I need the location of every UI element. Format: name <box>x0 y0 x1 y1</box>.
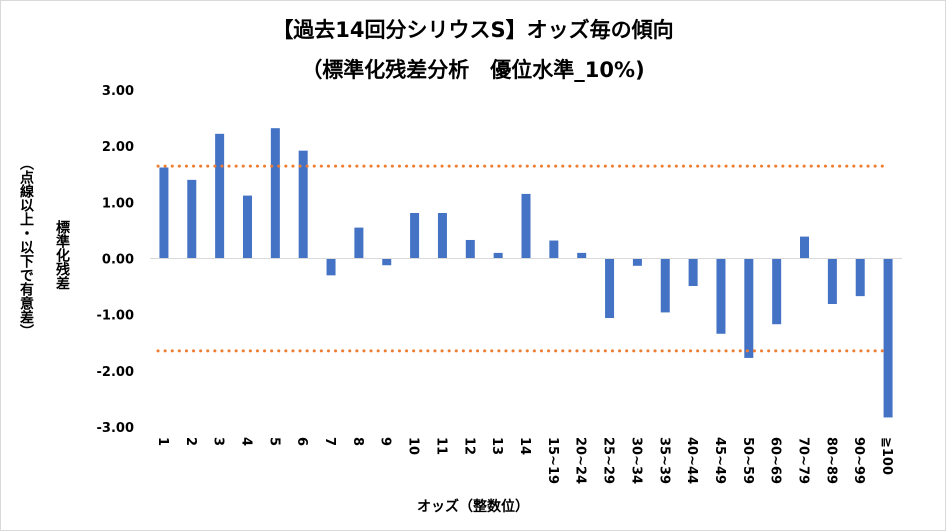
y-tick-label: -1.00 <box>97 309 134 324</box>
x-tick-label: 10 <box>406 437 421 455</box>
bar <box>187 179 197 259</box>
x-tick-label: 7 <box>322 437 337 446</box>
bar <box>159 167 169 259</box>
x-tick-label: 8 <box>350 437 365 446</box>
y-tick-label: 3.00 <box>102 84 134 99</box>
x-tick-label: 14 <box>517 437 532 455</box>
x-tick-label: 35~39 <box>656 437 671 484</box>
x-tick-label: 50~59 <box>740 437 755 484</box>
y-tick-label: 2.00 <box>102 140 134 155</box>
bar <box>716 258 726 334</box>
x-tick-label: 5 <box>266 437 281 446</box>
y-tick-label: 1.00 <box>102 196 134 211</box>
bar <box>660 258 670 313</box>
x-tick-label: 25~29 <box>601 437 616 484</box>
x-tick-label: 45~49 <box>712 437 727 484</box>
bar <box>298 150 308 259</box>
x-tick-label: 90~99 <box>851 437 866 484</box>
bar <box>688 258 698 287</box>
chart-subtitle: （標準化残差分析 優位水準_10%) <box>301 58 645 82</box>
x-tick-label: 6 <box>294 437 309 446</box>
bar <box>242 195 252 259</box>
bar <box>827 258 837 304</box>
x-tick-label: 30~34 <box>628 437 643 484</box>
x-tick-label: 40~44 <box>684 437 699 484</box>
bar <box>744 258 754 358</box>
x-axis-label: オッズ（整数位） <box>417 499 529 515</box>
x-tick-label: 9 <box>378 437 393 446</box>
x-tick-label: 11 <box>433 437 448 455</box>
x-tick-label: 80~89 <box>823 437 838 484</box>
bar <box>215 133 225 259</box>
x-tick-label: 2 <box>183 437 198 446</box>
x-tick-label: 12 <box>461 437 476 455</box>
bar <box>382 258 392 266</box>
bar <box>326 258 336 276</box>
bar <box>437 213 447 259</box>
bar <box>410 213 420 259</box>
bar <box>883 258 893 418</box>
y-axis-label: 標準化残差 <box>54 220 70 290</box>
y-tick-label: 0.00 <box>102 253 134 268</box>
bar <box>354 227 364 259</box>
x-tick-label: 1 <box>155 437 170 446</box>
bar <box>632 258 642 266</box>
x-tick-label: ≧100 <box>879 437 894 475</box>
x-tick-label: 70~79 <box>796 437 811 484</box>
x-tick-label: 4 <box>238 437 253 446</box>
bar <box>800 236 810 259</box>
bar <box>549 240 559 259</box>
bar <box>605 258 615 319</box>
x-tick-label: 13 <box>489 437 504 455</box>
bar <box>772 258 782 325</box>
bar <box>493 252 503 259</box>
x-tick-label: 3 <box>211 437 226 446</box>
bar <box>270 128 280 259</box>
bar <box>855 258 865 297</box>
y-tick-label: -3.00 <box>97 421 134 436</box>
x-tick-label: 20~24 <box>573 437 588 484</box>
bar <box>577 252 587 259</box>
y-axis-sublabel: （点線以上・以下で有意差） <box>18 156 34 338</box>
x-tick-label: 15~19 <box>545 437 560 484</box>
y-tick-label: -2.00 <box>97 365 134 380</box>
chart-title: 【過去14回分シリウスS】オッズ毎の傾向 <box>272 18 674 42</box>
x-tick-label: 60~69 <box>768 437 783 484</box>
bar <box>521 193 531 259</box>
bar <box>465 239 475 259</box>
